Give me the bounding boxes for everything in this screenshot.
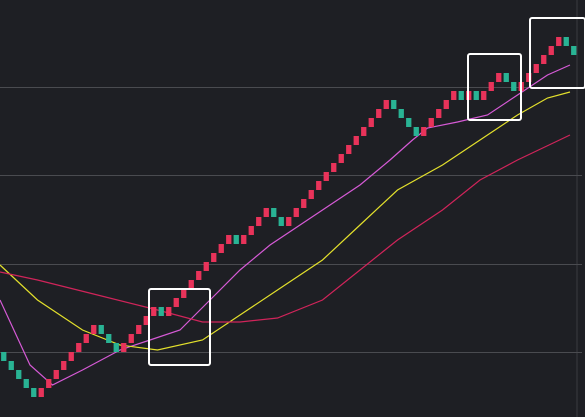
brick-up	[68, 352, 74, 361]
brick-up	[256, 217, 262, 226]
brick-down	[473, 91, 479, 100]
brick-up	[428, 118, 434, 127]
brick-up	[226, 235, 232, 244]
brick-up	[218, 244, 224, 253]
brick-up	[91, 325, 97, 334]
brick-up	[196, 271, 202, 280]
brick-up	[323, 172, 329, 181]
brick-up	[83, 334, 89, 343]
brick-up	[331, 163, 337, 172]
brick-up	[421, 127, 427, 136]
brick-down	[503, 73, 509, 82]
brick-up	[533, 64, 539, 73]
brick-up	[263, 208, 269, 217]
brick-down	[23, 379, 29, 388]
brick-down	[31, 388, 37, 397]
brick-up	[368, 118, 374, 127]
brick-down	[271, 208, 277, 217]
brick-up	[301, 199, 307, 208]
brick-up	[188, 280, 194, 289]
brick-down	[233, 235, 239, 244]
brick-up	[308, 190, 314, 199]
brick-down	[158, 307, 164, 316]
brick-up	[143, 316, 149, 325]
brick-up	[286, 217, 292, 226]
brick-down	[98, 325, 104, 334]
highlight-box	[529, 17, 585, 89]
brick-up	[203, 262, 209, 271]
highlight-box	[467, 53, 522, 121]
brick-up	[61, 361, 67, 370]
brick-up	[173, 298, 179, 307]
brick-up	[76, 343, 82, 352]
brick-down	[1, 352, 7, 361]
brick-up	[496, 73, 502, 82]
moving-average-line	[0, 134, 571, 323]
brick-down	[406, 118, 412, 127]
brick-up	[481, 91, 487, 100]
highlight-boxes	[148, 17, 585, 366]
moving-average-line	[0, 64, 571, 386]
brick-up	[451, 91, 457, 100]
brick-down	[106, 334, 112, 343]
brick-up	[316, 181, 322, 190]
brick-up	[353, 136, 359, 145]
brick-down	[398, 109, 404, 118]
brick-up	[383, 100, 389, 109]
highlight-box	[148, 288, 211, 366]
brick-up	[121, 343, 127, 352]
brick-up	[293, 208, 299, 217]
brick-up	[136, 325, 142, 334]
brick-up	[526, 73, 532, 82]
brick-up	[248, 226, 254, 235]
brick-up	[376, 109, 382, 118]
brick-up	[53, 370, 59, 379]
brick-down	[16, 370, 22, 379]
moving-average-line	[0, 91, 571, 351]
brick-up	[151, 307, 157, 316]
brick-up	[181, 289, 187, 298]
brick-up	[46, 379, 52, 388]
brick-down	[458, 91, 464, 100]
brick-up	[338, 154, 344, 163]
brick-down	[113, 343, 119, 352]
brick-up	[548, 46, 554, 55]
brick-down	[563, 37, 569, 46]
brick-down	[511, 82, 517, 91]
brick-up	[38, 388, 44, 397]
brick-down	[571, 46, 577, 55]
plot-area	[0, 37, 582, 397]
brick-up	[241, 235, 247, 244]
brick-up	[166, 307, 172, 316]
brick-down	[8, 361, 14, 370]
brick-down	[413, 127, 419, 136]
brick-up	[346, 145, 352, 154]
brick-down	[278, 217, 284, 226]
brick-down	[391, 100, 397, 109]
brick-up	[443, 100, 449, 109]
brick-up	[211, 253, 217, 262]
brick-up	[488, 82, 494, 91]
brick-up	[541, 55, 547, 64]
brick-up	[436, 109, 442, 118]
brick-up	[128, 334, 134, 343]
brick-up	[361, 127, 367, 136]
brick-up	[556, 37, 562, 46]
